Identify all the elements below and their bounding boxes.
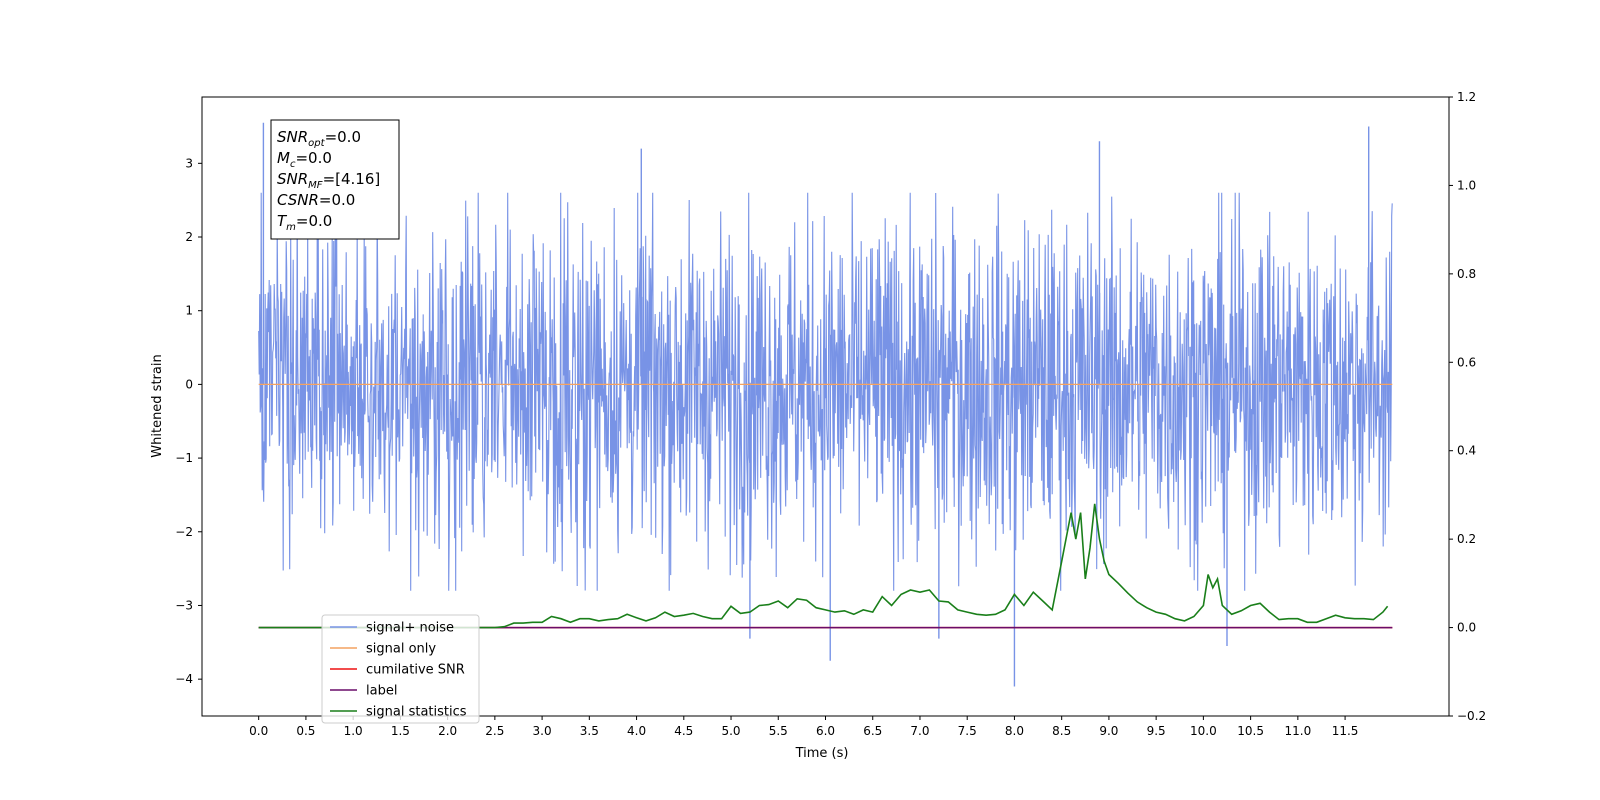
- x-tick-label: 11.0: [1284, 724, 1311, 738]
- y-tick-label: −2: [175, 525, 193, 539]
- annotation-line: Mc=0.0: [277, 149, 332, 170]
- y-axis-right: 1.2 1.0 0.8 0.6 0.4 0.2 0.0 −0.2: [1449, 90, 1486, 723]
- legend-label: signal+ noise: [366, 621, 454, 636]
- y-tick-label: 3: [185, 156, 193, 170]
- x-tick-label: 5.0: [721, 724, 740, 738]
- annotation-line: SNRMF=[4.16]: [277, 170, 380, 191]
- x-tick-label: 9.0: [1099, 724, 1118, 738]
- annotation-subscript: opt: [308, 138, 325, 149]
- x-tick-label: 11.5: [1332, 724, 1359, 738]
- y-right-tick-label: 1.2: [1457, 90, 1476, 104]
- y-axis-label: Whitened strain: [150, 354, 165, 457]
- annotation-symbol: SNR: [277, 170, 308, 188]
- x-axis: 0.0 0.5 1.0 1.5 2.0 2.5 3.0 3.5 4.0 4.5 5.0 5.5 6.0 6…: [249, 716, 1358, 738]
- y-tick-label: 1: [185, 304, 193, 318]
- annotation-value: =0.0: [295, 149, 331, 167]
- annotation-subscript: c: [290, 159, 296, 170]
- annotation-box: SNRopt=0.0Mc=0.0SNRMF=[4.16]CSNR=0.0Tm=0…: [270, 119, 400, 240]
- x-tick-label: 1.0: [344, 724, 363, 738]
- x-tick-label: 2.0: [438, 724, 457, 738]
- annotation-value: =[4.16]: [323, 170, 381, 188]
- annotation-line: Tm=0.0: [277, 212, 332, 233]
- y-right-tick-label: 0.8: [1457, 267, 1476, 281]
- series-signal-noise-line: [258, 192, 1393, 591]
- y-right-tick-label: 0.4: [1457, 444, 1476, 458]
- y-axis-left: 3 2 1 0 −1 −2 −3 −4: [175, 156, 202, 686]
- legend-label: cumilative SNR: [366, 663, 465, 678]
- x-tick-label: 3.5: [580, 724, 599, 738]
- y-right-tick-label: −0.2: [1457, 709, 1486, 723]
- y-tick-label: −1: [175, 451, 193, 465]
- x-tick-label: 2.5: [485, 724, 504, 738]
- series-signal-statistics-line: [258, 503, 1389, 629]
- x-tick-label: 0.5: [296, 724, 315, 738]
- legend-label: signal statistics: [366, 705, 467, 720]
- y-right-tick-label: 0.2: [1457, 532, 1476, 546]
- x-tick-label: 6.5: [863, 724, 882, 738]
- annotation-symbol: T: [277, 212, 288, 230]
- x-tick-label: 7.0: [910, 724, 929, 738]
- annotation-value: =0.0: [296, 212, 332, 230]
- y-right-tick-label: 1.0: [1457, 178, 1476, 192]
- y-tick-label: −3: [175, 598, 193, 612]
- x-tick-label: 10.5: [1237, 724, 1264, 738]
- y-right-tick-label: 0.6: [1457, 355, 1476, 369]
- y-right-tick-label: 0.0: [1457, 621, 1476, 635]
- x-tick-label: 4.5: [674, 724, 693, 738]
- annotation-symbol: M: [277, 149, 290, 167]
- x-tick-label: 8.0: [1005, 724, 1024, 738]
- annotation-line: CSNR=0.0: [277, 191, 355, 209]
- x-tick-label: 4.0: [627, 724, 646, 738]
- annotation-line: SNRopt=0.0: [277, 128, 361, 149]
- annotation-value: =0.0: [325, 128, 361, 146]
- plot-content: [258, 122, 1393, 687]
- annotation-subscript: MF: [308, 180, 323, 191]
- annotation-subscript: m: [286, 222, 296, 233]
- annotation-symbol: CSNR: [277, 191, 319, 209]
- x-tick-label: 1.5: [391, 724, 410, 738]
- x-tick-label: 7.5: [958, 724, 977, 738]
- y-tick-label: 2: [185, 230, 193, 244]
- y-tick-label: 0: [185, 377, 193, 391]
- x-tick-label: 3.0: [533, 724, 552, 738]
- legend: signal+ noise signal only cumilative SNR la…: [321, 614, 480, 724]
- x-tick-label: 10.0: [1190, 724, 1217, 738]
- legend-label: signal only: [366, 642, 436, 657]
- annotation-frame: [270, 119, 400, 240]
- legend-label: label: [366, 684, 397, 699]
- x-tick-label: 5.5: [769, 724, 788, 738]
- annotation-value: =0.0: [319, 191, 355, 209]
- x-tick-label: 8.5: [1052, 724, 1071, 738]
- x-tick-label: 6.0: [816, 724, 835, 738]
- y-tick-label: −4: [175, 672, 193, 686]
- x-tick-label: 9.5: [1147, 724, 1166, 738]
- x-axis-label: Time (s): [795, 746, 849, 761]
- legend-frame: [321, 614, 480, 724]
- annotation-symbol: SNR: [277, 128, 308, 146]
- x-tick-label: 0.0: [249, 724, 268, 738]
